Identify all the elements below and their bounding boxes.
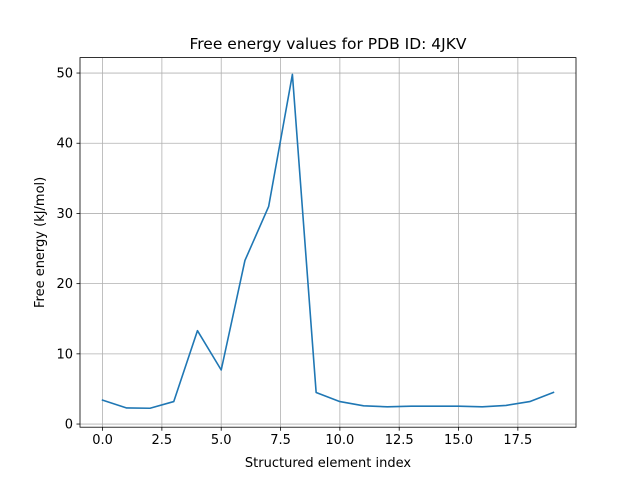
x-tick-label: 12.5 — [385, 433, 414, 448]
x-tick-label: 5.0 — [211, 433, 232, 448]
x-tick-label: 17.5 — [503, 433, 532, 448]
grid — [80, 57, 576, 428]
series-layer — [101, 73, 555, 410]
y-tick-label: 50 — [56, 67, 73, 82]
free-energy-line — [101, 73, 555, 410]
y-tick-label: 30 — [56, 207, 73, 222]
y-axis-title: Free energy (kJ/mol) — [33, 177, 48, 308]
x-axis-ticks: 0.0 2.5 5.0 7.5 10.0 12.5 15.0 17.5 — [92, 427, 532, 448]
y-tick-label: 10 — [56, 347, 73, 362]
y-tick-label: 20 — [56, 277, 73, 292]
plot-frame — [79, 57, 577, 428]
y-axis-ticks: 0 10 20 30 40 50 — [56, 67, 80, 433]
x-tick-label: 10.0 — [325, 433, 354, 448]
x-tick-label: 2.5 — [152, 433, 173, 448]
y-tick-label: 0 — [65, 418, 73, 433]
x-axis-title: Structured element index — [245, 456, 411, 471]
chart-title: Free energy values for PDB ID: 4JKV — [189, 35, 466, 53]
y-tick-label: 40 — [56, 137, 73, 152]
x-tick-label: 7.5 — [270, 433, 291, 448]
x-tick-label: 15.0 — [444, 433, 473, 448]
x-tick-label: 0.0 — [92, 433, 113, 448]
